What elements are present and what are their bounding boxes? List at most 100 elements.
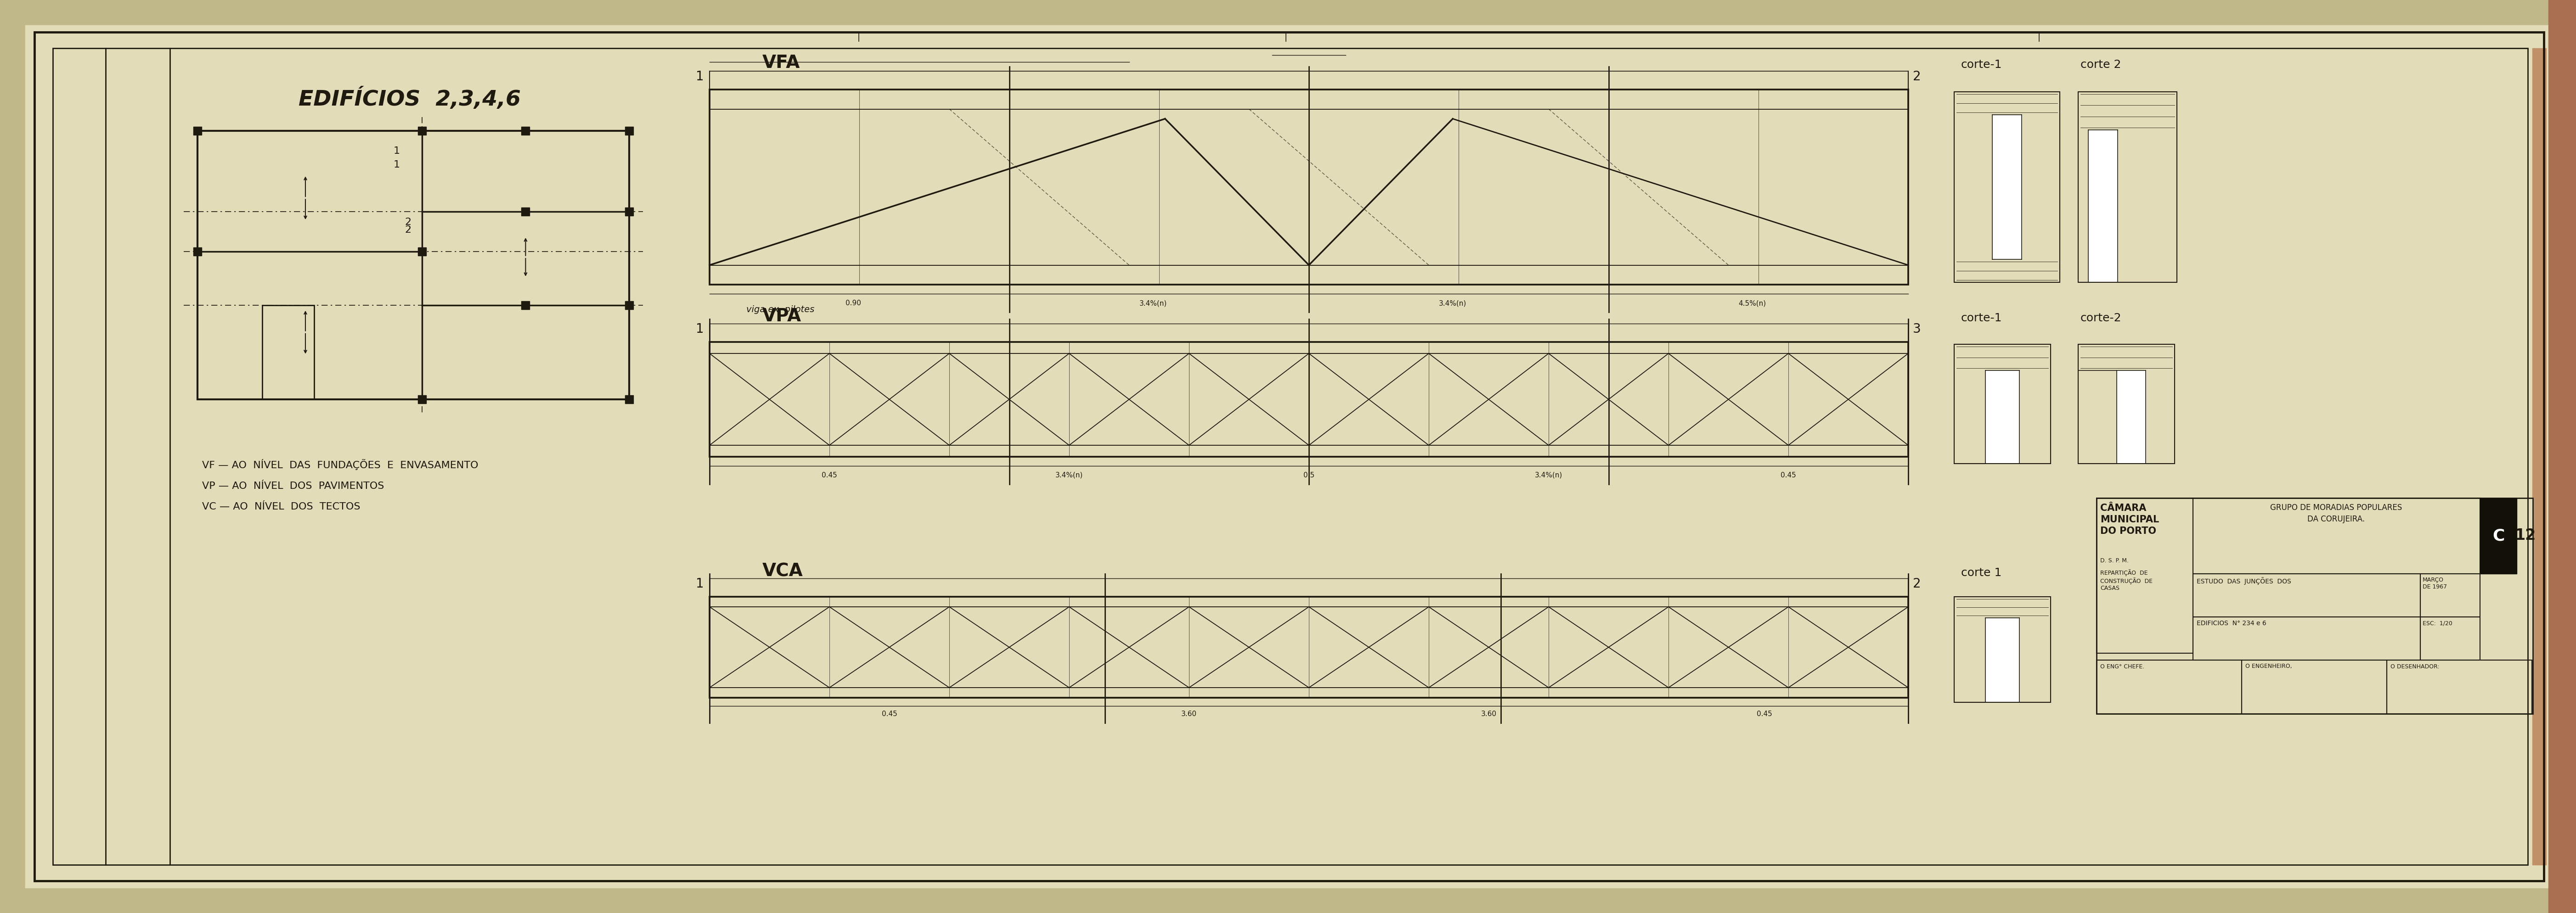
Bar [2079, 344, 2174, 464]
Bar [263, 305, 314, 399]
Text: 1: 1 [696, 322, 703, 336]
Bar [520, 127, 531, 135]
Text: 2: 2 [1914, 577, 1922, 591]
Text: corte-1: corte-1 [1960, 312, 2002, 323]
Text: 1: 1 [394, 160, 399, 170]
Text: VFA: VFA [762, 54, 801, 71]
Bar [708, 265, 1909, 285]
Bar [1955, 344, 2050, 464]
Bar [2241, 660, 2388, 714]
Text: 0.45: 0.45 [881, 710, 896, 718]
Bar [708, 342, 1909, 456]
Bar [708, 89, 1909, 285]
Text: 2: 2 [404, 226, 412, 235]
Text: O DESENHADOR:: O DESENHADOR: [2391, 664, 2439, 669]
Text: VCA: VCA [762, 562, 804, 580]
Bar [708, 89, 1909, 285]
Bar [1991, 115, 2022, 259]
Bar [2079, 92, 2177, 282]
Bar [708, 446, 1909, 456]
Text: 0.90: 0.90 [845, 299, 860, 307]
Text: O ENGENHEIRO,: O ENGENHEIRO, [2246, 664, 2293, 669]
Text: viga ex. pilotes: viga ex. pilotes [747, 305, 814, 314]
Text: 3.60: 3.60 [1481, 710, 1497, 718]
Bar [626, 207, 634, 215]
Bar [2421, 616, 2481, 660]
Bar [54, 48, 2527, 865]
Bar [198, 131, 629, 399]
Text: VF — AO  NÍVEL  DAS  FUNDAÇÕES  E  ENVASAMENTO: VF — AO NÍVEL DAS FUNDAÇÕES E ENVASAMENT… [201, 459, 479, 470]
Bar [708, 687, 1909, 698]
Text: 12: 12 [2514, 528, 2535, 543]
Bar [193, 247, 201, 256]
Text: corte 2: corte 2 [2081, 59, 2120, 70]
Bar [1986, 618, 2020, 702]
Bar [708, 597, 1909, 698]
Bar [708, 342, 1909, 353]
Bar [626, 301, 634, 310]
Text: corte 1: corte 1 [1960, 567, 2002, 578]
Text: 3.4%(n): 3.4%(n) [1440, 299, 1466, 307]
Text: CÂMARA
MUNICIPAL
DO PORTO: CÂMARA MUNICIPAL DO PORTO [2099, 504, 2159, 536]
Bar [2079, 344, 2174, 464]
Text: VPA: VPA [762, 308, 801, 325]
Text: 3.4%(n): 3.4%(n) [1056, 472, 1082, 478]
Bar [417, 395, 425, 404]
Text: 0.5: 0.5 [1303, 472, 1314, 478]
Text: EDIFÍCIOS  2,3,4,6: EDIFÍCIOS 2,3,4,6 [299, 88, 520, 110]
Text: D. S. P. M.: D. S. P. M. [2099, 558, 2128, 563]
Bar [2192, 573, 2421, 616]
Bar [520, 301, 531, 310]
Bar [2117, 371, 2146, 464]
Bar [708, 89, 1909, 109]
Bar [626, 395, 634, 404]
Text: 2: 2 [404, 217, 412, 226]
Bar [1986, 371, 2020, 464]
Text: 2: 2 [1914, 70, 1922, 83]
Bar [2097, 498, 2192, 654]
Bar [2097, 498, 2532, 714]
Text: 1: 1 [696, 70, 703, 83]
Bar [1955, 597, 2050, 702]
Bar [626, 127, 634, 135]
Text: 3.4%(n): 3.4%(n) [1535, 472, 1564, 478]
Text: GRUPO DE MORADIAS POPULARES
DA CORUJEIRA.: GRUPO DE MORADIAS POPULARES DA CORUJEIRA… [2269, 504, 2403, 523]
Bar [2421, 573, 2481, 616]
Bar [2089, 130, 2117, 282]
Text: REPARTIÇÃO  DE
CONSTRUÇÃO  DE
CASAS: REPARTIÇÃO DE CONSTRUÇÃO DE CASAS [2099, 569, 2154, 592]
Bar [2079, 92, 2177, 282]
Bar [520, 207, 531, 215]
Text: 3.4%(n): 3.4%(n) [1139, 299, 1167, 307]
Text: 4.5%(n): 4.5%(n) [1739, 299, 1767, 307]
Bar [2548, 0, 2576, 913]
Text: ESTUDO  DAS  JUNÇÕES  DOS: ESTUDO DAS JUNÇÕES DOS [2197, 577, 2290, 585]
Text: VC — AO  NÍVEL  DOS  TECTOS: VC — AO NÍVEL DOS TECTOS [201, 502, 361, 511]
Text: MARÇO
DE 1967: MARÇO DE 1967 [2421, 577, 2447, 590]
Text: corte-1: corte-1 [1960, 59, 2002, 70]
Bar [1955, 344, 2050, 464]
Text: 0.45: 0.45 [1780, 472, 1795, 478]
Bar [708, 342, 1909, 456]
Bar [708, 597, 1909, 698]
Text: 0.45: 0.45 [1757, 710, 1772, 718]
Text: ESC:  1/20: ESC: 1/20 [2421, 620, 2452, 626]
Text: corte-2: corte-2 [2081, 312, 2123, 323]
Bar [193, 127, 201, 135]
Text: 3.60: 3.60 [1182, 710, 1198, 718]
Text: 0.45: 0.45 [822, 472, 837, 478]
Bar [1955, 597, 2050, 702]
Bar [2388, 660, 2532, 714]
Bar [417, 127, 425, 135]
Bar [2097, 498, 2532, 714]
Text: C: C [2494, 528, 2504, 543]
Text: 1: 1 [696, 577, 703, 591]
Bar [2192, 498, 2481, 573]
Bar [2192, 616, 2421, 660]
Bar [708, 597, 1909, 607]
Bar [2481, 498, 2517, 573]
Text: 3: 3 [1914, 322, 1922, 336]
Text: 1: 1 [394, 146, 399, 155]
Bar [1955, 92, 2061, 282]
Bar [1955, 92, 2061, 282]
Bar [2532, 48, 2545, 865]
